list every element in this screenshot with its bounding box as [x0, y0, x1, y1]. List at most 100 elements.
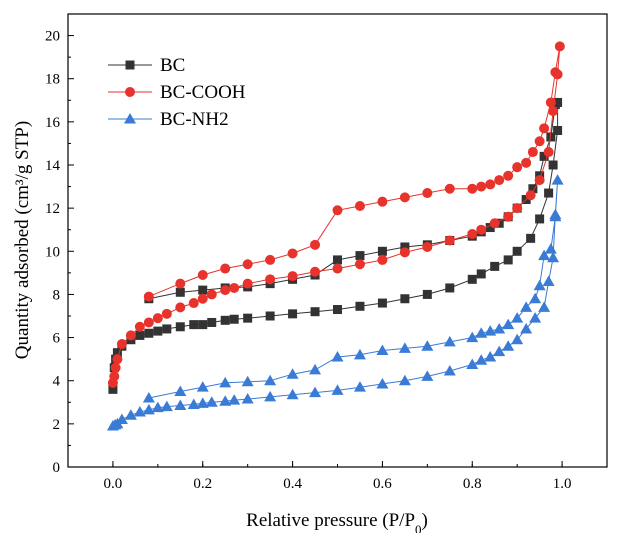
data-point [219, 395, 232, 406]
data-point [544, 243, 557, 254]
data-point [490, 261, 500, 271]
data-point [143, 317, 154, 328]
y-tick-label: 0 [53, 460, 61, 476]
data-point [476, 269, 486, 279]
data-point [153, 326, 163, 336]
data-point [377, 246, 387, 256]
data-point [333, 255, 342, 265]
data-point [265, 274, 276, 285]
data-point [286, 368, 299, 379]
data-point [475, 354, 488, 365]
data-point [512, 162, 523, 173]
data-point [288, 309, 298, 319]
data-point [353, 348, 366, 360]
data-point [151, 401, 164, 413]
data-point [197, 293, 208, 304]
data-point [398, 342, 411, 353]
data-point [476, 181, 487, 192]
x-tick-label: 0.4 [283, 476, 302, 492]
data-point [175, 302, 186, 313]
data-point [520, 301, 533, 312]
data-point [207, 317, 217, 327]
data-point [242, 278, 253, 289]
x-tick-label: 0.2 [193, 476, 212, 492]
series-layer [106, 41, 565, 431]
data-point [108, 384, 118, 394]
y-tick-label: 20 [45, 29, 60, 45]
data-point [310, 239, 321, 250]
data-point [503, 211, 514, 222]
data-point [527, 147, 538, 158]
data-point [494, 175, 505, 186]
y-tick-labels: 0 2 4 6 8 10 12 14 16 18 20 [45, 29, 61, 476]
data-point [377, 254, 388, 265]
data-point [229, 282, 240, 293]
data-point [229, 314, 239, 324]
data-point [142, 391, 155, 403]
data-point [489, 218, 500, 229]
data-point [310, 266, 321, 277]
legend-marker [125, 60, 135, 70]
data-point [533, 279, 546, 291]
legend-label: BC [160, 55, 185, 76]
data-point [538, 301, 551, 312]
data-point [333, 305, 342, 315]
data-point [143, 291, 154, 302]
data-point [220, 263, 231, 274]
data-point [521, 157, 532, 168]
data-point [445, 283, 455, 293]
data-point [467, 229, 478, 240]
data-point [443, 365, 456, 376]
data-point [398, 374, 411, 386]
series-bc-cooh [107, 41, 565, 388]
y-axis-title: Quantity adsorbed (cm³/g STP) [12, 121, 33, 359]
data-point [535, 214, 545, 224]
data-point [242, 259, 253, 270]
data-point [400, 294, 410, 304]
data-point [421, 340, 434, 351]
data-point [526, 233, 536, 243]
data-point [511, 312, 524, 323]
data-point [332, 205, 343, 216]
data-point [485, 179, 496, 190]
data-point [466, 331, 479, 343]
data-point [174, 399, 187, 411]
data-point [355, 251, 365, 261]
data-point [116, 339, 127, 350]
data-point [287, 248, 298, 259]
data-point [160, 400, 173, 412]
y-tick-label: 16 [45, 115, 61, 131]
data-point [493, 345, 506, 357]
series-line [112, 180, 559, 427]
data-point [534, 175, 545, 186]
data-point [554, 41, 565, 52]
data-point [444, 235, 455, 246]
data-point [115, 413, 128, 425]
series-bc [108, 97, 563, 394]
data-point [187, 398, 200, 409]
data-point [399, 247, 410, 258]
data-point [286, 388, 299, 400]
data-point [265, 311, 275, 321]
data-point [543, 147, 554, 158]
data-point [228, 394, 241, 405]
data-point [109, 371, 120, 382]
data-point [354, 200, 365, 211]
data-point [264, 390, 277, 402]
data-point [539, 123, 550, 134]
data-point [475, 327, 488, 338]
data-point [189, 320, 199, 330]
data-point [553, 125, 563, 135]
data-point [144, 328, 154, 338]
data-point [525, 190, 536, 201]
data-point [467, 183, 478, 194]
data-point [528, 184, 538, 194]
data-point [534, 136, 545, 147]
data-point [400, 242, 410, 252]
legend: BC BC-COOH BC-NH2 [108, 55, 246, 130]
data-point [142, 403, 155, 415]
x-tick-labels: 0.0 0.2 0.4 0.6 0.8 1.0 [104, 476, 572, 492]
data-point [551, 174, 564, 185]
data-point [152, 313, 163, 324]
data-point [220, 315, 230, 325]
